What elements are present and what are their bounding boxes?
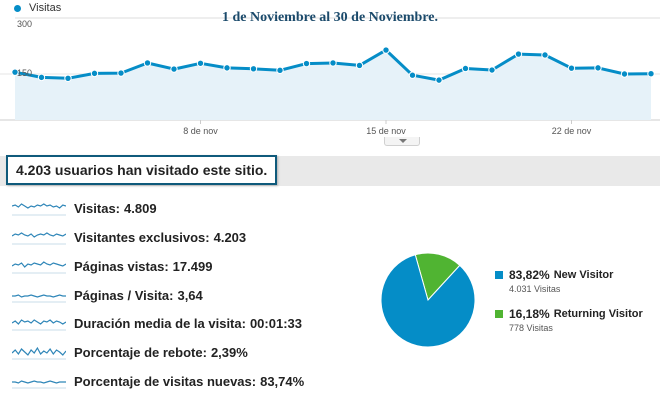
- swatch-returning-visitor-icon: [495, 310, 503, 318]
- visits-data-point[interactable]: [329, 59, 337, 67]
- pie-legend-name: Returning Visitor: [553, 308, 643, 320]
- visitor-type-pie-chart: [380, 252, 476, 348]
- visits-chart-svg: 300 150 8 de nov 15 de nov 22 de nov: [0, 17, 660, 136]
- visits-data-point[interactable]: [594, 64, 602, 72]
- visits-data-point[interactable]: [488, 66, 496, 74]
- pie-legend-visits: 778 Visitas: [509, 323, 553, 333]
- metric-pages-per-visit: Páginas / Visita: 3,64: [12, 285, 203, 305]
- spark-pages-per-visit-icon: [12, 294, 66, 303]
- visits-data-point[interactable]: [408, 71, 417, 79]
- visits-data-point[interactable]: [276, 66, 284, 75]
- swatch-new-visitor-icon: [495, 271, 503, 279]
- metric-value: 3,64: [177, 287, 203, 303]
- x-tick-label: 22 de nov: [552, 126, 592, 136]
- metric-label: Visitantes exclusivos:: [74, 229, 210, 245]
- metric-label: Porcentaje de visitas nuevas:: [74, 373, 257, 389]
- visits-data-point[interactable]: [647, 69, 655, 78]
- spark-line: [12, 261, 66, 268]
- visits-data-point[interactable]: [541, 51, 549, 59]
- visits-data-point[interactable]: [196, 59, 205, 67]
- metric-label: Porcentaje de rebote:: [74, 344, 207, 360]
- metric-bounce-rate: Porcentaje de rebote: 2,39%: [12, 342, 248, 362]
- metric-new-visits: Porcentaje de visitas nuevas: 83,74%: [12, 371, 304, 391]
- summary-box: 4.203 usuarios han visitado este sitio.: [6, 155, 278, 185]
- visits-area-fill: [15, 50, 651, 120]
- visits-area-chart: 300 150 8 de nov 15 de nov 22 de nov Visitas…: [0, 0, 660, 150]
- spark-line: [12, 203, 66, 209]
- visits-data-point[interactable]: [382, 46, 390, 54]
- pie-legend-visits: 4.031 Visitas: [509, 284, 561, 294]
- metric-value: 17.499: [172, 258, 213, 274]
- metric-label: Visitas:: [74, 200, 121, 216]
- chart-title: 1 de Noviembre al 30 de Noviembre.: [221, 10, 439, 25]
- legend-label: Visitas: [29, 2, 62, 14]
- visits-data-point[interactable]: [355, 61, 364, 70]
- pie-slice-new-visitor[interactable]: [380, 254, 476, 348]
- metric-avg-duration: Duración media de la visita: 00:01:33: [12, 313, 302, 333]
- visits-data-point[interactable]: [170, 65, 178, 73]
- visits-data-point[interactable]: [223, 64, 231, 72]
- x-tick-label: 15 de nov: [366, 126, 406, 136]
- visits-data-point[interactable]: [435, 76, 443, 84]
- metric-visits: Visitas: 4.809: [12, 198, 157, 218]
- x-tick-label: 8 de nov: [183, 126, 218, 136]
- spark-bounce-rate-icon: [12, 346, 66, 360]
- visits-data-point[interactable]: [514, 50, 523, 58]
- pie-legend-new-visitor: 83,82% New Visitor 4.031 Visitas: [495, 268, 613, 294]
- spark-line: [12, 380, 66, 384]
- metric-unique-visitors: Visitantes exclusivos: 4.203: [12, 227, 246, 247]
- metric-value: 4.203: [213, 229, 247, 245]
- pie-legend-percent: 16,18%: [509, 307, 550, 321]
- metric-value: 00:01:33: [249, 315, 302, 331]
- metric-value: 4.809: [124, 200, 157, 216]
- metric-value: 2,39%: [210, 344, 248, 360]
- pie-legend-percent: 83,82%: [509, 268, 550, 282]
- y-tick-label: 300: [17, 19, 32, 29]
- visits-data-point[interactable]: [37, 73, 46, 82]
- spark-line: [12, 294, 66, 298]
- metric-label: Páginas vistas:: [74, 258, 169, 274]
- visits-data-point[interactable]: [11, 68, 19, 76]
- spark-pageviews-icon: [12, 261, 66, 274]
- spark-avg-duration-icon: [12, 319, 66, 331]
- spark-new-visits-icon: [12, 380, 66, 389]
- visits-data-point[interactable]: [567, 64, 576, 72]
- visits-data-point[interactable]: [461, 64, 470, 73]
- metric-label: Duración media de la visita:: [74, 315, 246, 331]
- spark-line: [12, 319, 66, 325]
- metric-value: 83,74%: [260, 373, 305, 389]
- pie-legend-name: New Visitor: [553, 269, 614, 281]
- visits-data-point[interactable]: [64, 74, 72, 82]
- metric-pageviews: Páginas vistas: 17.499: [12, 256, 212, 276]
- spark-visits-icon: [12, 203, 66, 216]
- visits-data-point[interactable]: [90, 69, 99, 78]
- pie-slice-returning-visitor[interactable]: [414, 252, 461, 301]
- visits-data-point[interactable]: [117, 69, 125, 77]
- visits-data-point[interactable]: [143, 59, 152, 67]
- pie-legend-returning-visitor: 16,18% Returning Visitor 778 Visitas: [495, 307, 643, 333]
- spark-line: [12, 232, 66, 238]
- spark-unique-visitors-icon: [12, 232, 66, 245]
- visits-data-point[interactable]: [620, 70, 629, 78]
- spark-line: [12, 346, 66, 356]
- metric-label: Páginas / Visita:: [74, 287, 174, 303]
- y-tick-label: 150: [17, 68, 32, 78]
- visits-data-point[interactable]: [249, 65, 258, 73]
- chart-scroll-handle[interactable]: [384, 137, 420, 146]
- visits-data-point[interactable]: [302, 59, 311, 68]
- chart-legend: Visitas: [14, 2, 61, 14]
- legend-dot-icon: [14, 4, 21, 12]
